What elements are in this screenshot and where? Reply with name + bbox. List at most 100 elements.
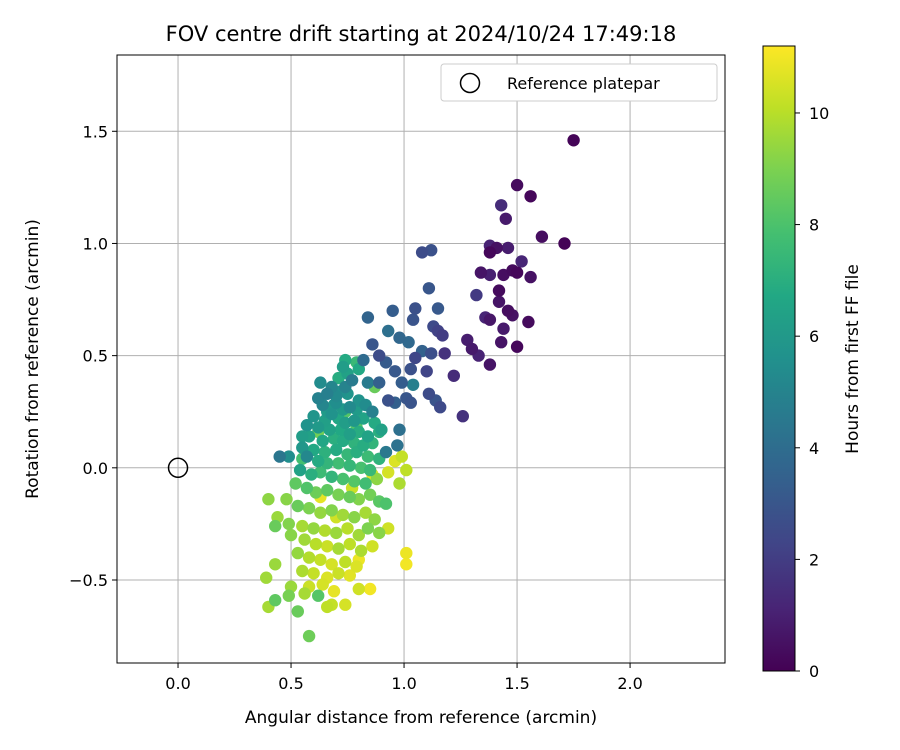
scatter-point (312, 454, 325, 468)
scatter-point (363, 582, 377, 596)
scatter-point (262, 493, 275, 506)
reference-marker-layer (167, 457, 189, 479)
scatter-point (431, 302, 445, 315)
scatter-point (273, 450, 286, 463)
scatter-point (332, 542, 345, 555)
scatter-point (300, 450, 314, 463)
scatter-point (269, 558, 282, 571)
scatter-point (483, 313, 497, 326)
colorbar-label: Hours from first FF file (843, 264, 863, 454)
scatter-point (307, 522, 320, 535)
scatter-point (280, 493, 293, 506)
scatter-point (352, 582, 365, 596)
scatter-point (368, 513, 381, 526)
scatter-point (345, 374, 359, 387)
scatter-point (420, 365, 433, 378)
scatter-point (404, 362, 417, 376)
grid-lines (117, 55, 725, 663)
scatter-point (354, 544, 368, 557)
scatter-point (302, 629, 316, 643)
colorbar-tick-label: 6 (809, 327, 819, 346)
colorbar-tick-label: 0 (809, 662, 819, 681)
x-tick-label: 0.0 (165, 674, 190, 693)
scatter-point (282, 589, 295, 602)
scatter-point (343, 537, 356, 551)
scatter-point (282, 450, 295, 463)
scatter-point (291, 499, 304, 513)
scatter-point (343, 490, 356, 504)
scatter-point (395, 450, 408, 463)
scatter-point (558, 237, 571, 250)
scatter-point (382, 324, 395, 338)
y-tick-label: 0.0 (83, 459, 108, 478)
scatter-point (325, 558, 338, 571)
scatter-point (282, 517, 295, 531)
scatter-point (422, 387, 436, 400)
scatter-point (296, 430, 309, 443)
scatter-point (366, 405, 379, 418)
scatter-point (406, 378, 420, 391)
colorbar-tick-label: 2 (809, 550, 819, 569)
scatter-point (393, 331, 406, 344)
scatter-point (336, 360, 350, 374)
scatter-point (302, 551, 316, 564)
scatter-point (434, 401, 447, 414)
data-points (260, 134, 580, 643)
scatter-point (325, 407, 338, 421)
scatter-point (379, 445, 393, 459)
scatter-point (382, 394, 395, 407)
scatter-point (386, 304, 399, 317)
colorbar-tick-label: 4 (809, 439, 819, 458)
scatter-point (348, 511, 361, 524)
x-tick-label: 0.5 (278, 674, 303, 693)
scatter-point (343, 569, 356, 582)
scatter-point (312, 421, 325, 434)
scatter-point (415, 246, 429, 259)
scatter-point (492, 295, 506, 308)
colorbar-tick-label: 10 (809, 104, 829, 123)
scatter-point (314, 376, 327, 389)
scatter-point (316, 578, 329, 591)
scatter-point (291, 546, 304, 560)
scatter-point (357, 353, 370, 367)
scatter-point (456, 410, 469, 423)
scatter-point (361, 522, 375, 535)
scatter-point (321, 484, 334, 497)
scatter-point (373, 376, 386, 389)
scatter-point (314, 506, 327, 519)
scatter-point (359, 506, 372, 519)
scatter-point (499, 212, 512, 225)
scatter-point (321, 600, 334, 614)
scatter-point (366, 338, 379, 351)
colorbar-ticks: 0 2 4 6 8 10 (795, 104, 829, 681)
scatter-point (350, 560, 363, 573)
scatter-point (510, 340, 524, 353)
scatter-point (483, 358, 497, 371)
x-tick-label: 2.0 (617, 674, 642, 693)
scatter-point (318, 445, 332, 459)
scatter-point (373, 349, 386, 362)
scatter-point (332, 488, 345, 501)
scatter-point (375, 423, 388, 436)
reference-platepar-marker (167, 457, 189, 479)
scatter-point (361, 430, 375, 443)
scatter-point (370, 472, 384, 486)
legend-box (440, 63, 718, 102)
scatter-point (501, 304, 515, 317)
scatter-point (359, 477, 372, 490)
scatter-point (293, 463, 307, 477)
scatter-point (522, 315, 535, 329)
scatter-point (391, 439, 404, 452)
scatter-point (330, 526, 343, 540)
scatter-point (307, 410, 320, 423)
scatter-point (363, 488, 377, 501)
x-tick-label: 1.5 (504, 674, 529, 693)
scatter-point (361, 450, 375, 463)
scatter-point (300, 419, 314, 432)
scatter-point (535, 230, 549, 243)
y-tick-label: 1.5 (83, 122, 108, 141)
scatter-point (425, 347, 438, 360)
y-tick-label: 1.0 (83, 234, 108, 253)
scatter-point (567, 134, 580, 147)
